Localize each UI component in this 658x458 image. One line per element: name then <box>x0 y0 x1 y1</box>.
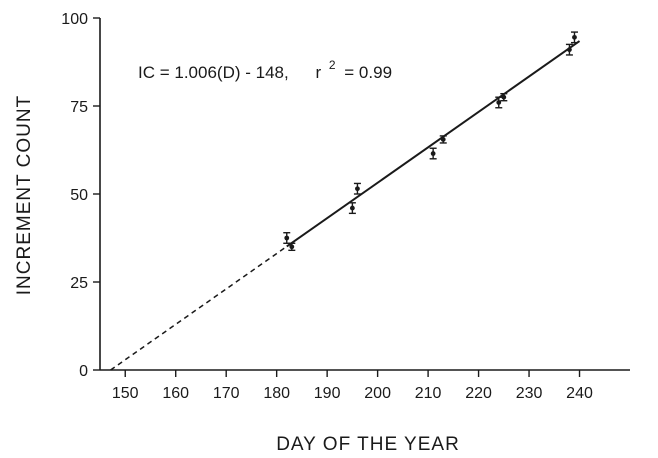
y-tick-label: 75 <box>70 99 88 116</box>
data-point-group <box>429 147 437 160</box>
data-point-group <box>353 182 361 195</box>
r-squared-exponent: 2 <box>329 58 336 72</box>
x-tick-label: 190 <box>314 385 341 402</box>
x-tick-label: 240 <box>566 385 593 402</box>
x-tick-label: 160 <box>162 385 189 402</box>
data-point-group <box>495 96 503 109</box>
data-point <box>430 151 436 156</box>
x-tick-label: 220 <box>465 385 492 402</box>
r-squared-value: = 0.99 <box>344 63 392 82</box>
data-point <box>349 205 355 211</box>
y-tick-label: 25 <box>70 275 88 292</box>
regression-equation: IC = 1.006(D) - 148, r 2 = 0.99 <box>138 54 392 82</box>
equation-text: IC = 1.006(D) - 148, <box>138 63 289 82</box>
data-point-group <box>565 43 573 56</box>
data-point <box>289 244 295 250</box>
regression-line <box>110 40 581 371</box>
data-point <box>567 47 572 53</box>
data-point <box>355 186 360 192</box>
data-point-group <box>570 31 578 44</box>
data-point-group <box>288 242 296 252</box>
data-point-group <box>439 135 447 144</box>
x-tick-label: 170 <box>213 385 240 402</box>
x-tick-label: 210 <box>415 385 442 402</box>
data-points <box>283 31 578 252</box>
data-point <box>501 94 507 100</box>
regression-line-extrapolated <box>110 245 288 371</box>
data-point <box>572 34 577 40</box>
r-squared-label: r <box>315 63 321 82</box>
x-tick-label: 150 <box>112 385 139 402</box>
y-tick-label: 100 <box>61 11 88 28</box>
data-point-group <box>500 92 508 102</box>
x-tick-label: 230 <box>516 385 543 402</box>
regression-line-fitted <box>286 40 581 248</box>
data-point <box>496 100 502 105</box>
data-point-group <box>348 202 356 215</box>
data-point-group <box>283 232 291 244</box>
y-axis-label: INCREMENT COUNT <box>14 95 35 295</box>
x-tick-label: 180 <box>263 385 290 402</box>
x-ticks: 150 160 170 180 190 200 210 220 230 240 <box>112 370 593 402</box>
y-tick-label: 0 <box>79 363 88 380</box>
data-point <box>440 137 446 142</box>
y-ticks: 0 25 50 75 100 <box>61 11 100 380</box>
x-tick-label: 200 <box>364 385 391 402</box>
x-axis-label: DAY OF THE YEAR <box>276 434 460 455</box>
y-tick-label: 50 <box>70 187 88 204</box>
data-point <box>284 235 290 241</box>
